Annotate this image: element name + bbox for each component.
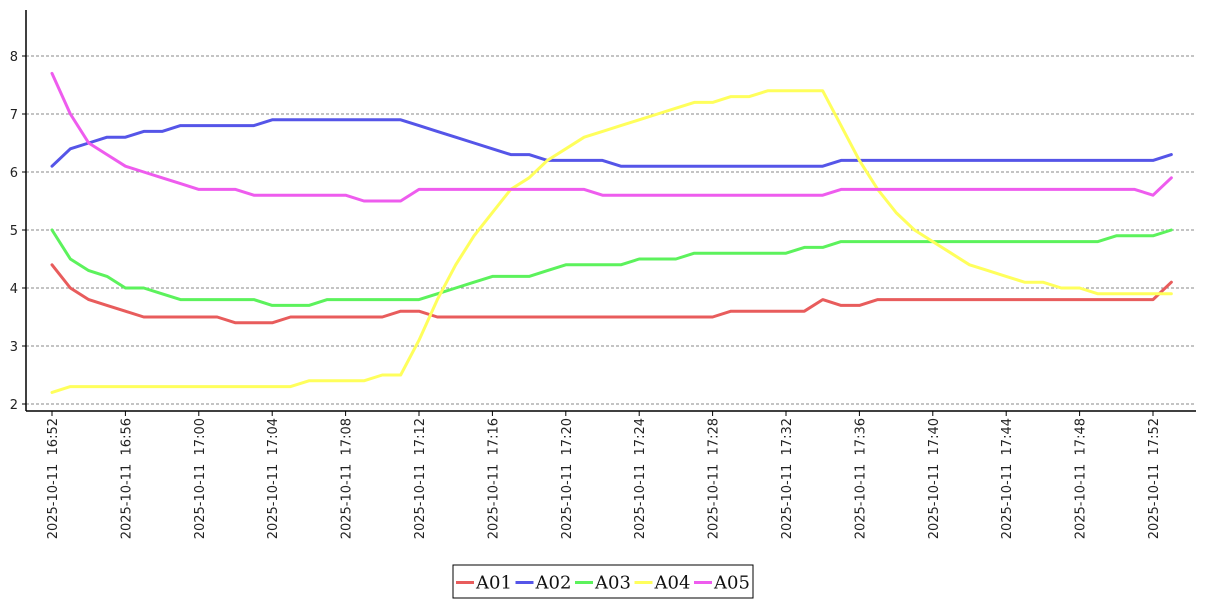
axes [25, 10, 1196, 412]
series-line-a01 [50, 263, 1173, 325]
grid-lines [26, 55, 1196, 405]
x-tick-label: 2025-10-11 17:16 [486, 418, 501, 539]
legend: A01 A02 A03 A04 A05 [452, 564, 754, 599]
y-tick-label: 8 [10, 50, 18, 65]
x-tick-label: 2025-10-11 17:44 [1000, 418, 1015, 539]
x-tick-label: 2025-10-11 17:32 [780, 418, 795, 539]
x-tick-label: 2025-10-11 16:52 [46, 418, 61, 539]
legend-label-a02: A02 [535, 573, 572, 594]
legend-label-a01: A01 [475, 573, 512, 594]
x-tick-label: 2025-10-11 17:20 [560, 418, 575, 539]
y-tick-label: 6 [10, 166, 18, 181]
x-tick-label: 2025-10-11 17:36 [853, 418, 868, 539]
x-tick-label: 2025-10-11 17:52 [1147, 418, 1162, 539]
x-tick-label: 2025-10-11 17:40 [927, 418, 942, 539]
series-line-a04 [50, 89, 1173, 394]
x-tick-label: 2025-10-11 17:12 [413, 418, 428, 539]
y-tick-label: 3 [10, 340, 18, 355]
y-tick-label: 5 [10, 224, 18, 239]
series-line-a03 [50, 228, 1173, 307]
x-tick-label: 2025-10-11 17:28 [707, 418, 722, 539]
x-tick-label: 2025-10-11 17:08 [340, 418, 355, 539]
series-line-a02 [50, 118, 1173, 168]
legend-label-a04: A04 [654, 573, 691, 594]
legend-label-a05: A05 [713, 573, 750, 594]
y-tick-label: 4 [10, 282, 18, 297]
series-lines [50, 71, 1173, 394]
x-tick-label: 2025-10-11 16:56 [119, 418, 134, 539]
x-tick-label: 2025-10-11 17:24 [633, 418, 648, 539]
x-tick-label: 2025-10-11 17:04 [266, 418, 281, 539]
x-tick-label: 2025-10-11 17:48 [1074, 418, 1089, 539]
y-tick-labels: 2 3 4 5 6 7 8 [10, 50, 26, 413]
series-line-a05 [50, 71, 1173, 203]
x-tick-labels: 2025-10-11 16:52 2025-10-11 16:56 2025-10-… [46, 411, 1162, 539]
x-tick-label: 2025-10-11 17:00 [193, 418, 208, 539]
y-tick-label: 7 [10, 108, 18, 123]
legend-label-a03: A03 [594, 573, 631, 594]
y-tick-label: 2 [10, 398, 18, 413]
